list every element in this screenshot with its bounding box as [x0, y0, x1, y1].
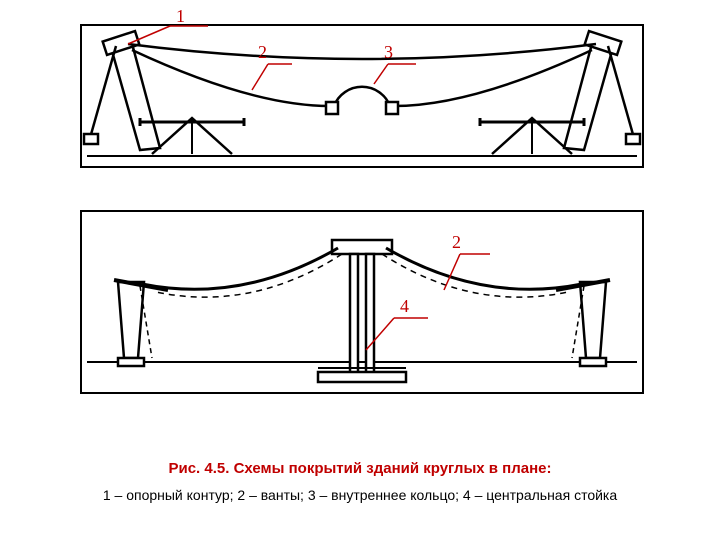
bottom-diagram-panel — [80, 210, 644, 394]
label-4: 4 — [400, 296, 409, 317]
label-1: 1 — [176, 6, 185, 27]
label-2-top: 2 — [258, 42, 267, 63]
caption-legend: 1 – опорный контур; 2 – ванты; 3 – внутр… — [0, 487, 720, 503]
caption-title: Рис. 4.5. Схемы покрытий зданий круглых … — [0, 460, 720, 477]
top-diagram-panel — [80, 24, 644, 168]
bottom-diagram-svg — [82, 212, 642, 392]
label-2-bottom: 2 — [452, 232, 461, 253]
label-3: 3 — [384, 42, 393, 63]
figure-caption: Рис. 4.5. Схемы покрытий зданий круглых … — [0, 460, 720, 503]
top-diagram-svg — [82, 26, 642, 166]
